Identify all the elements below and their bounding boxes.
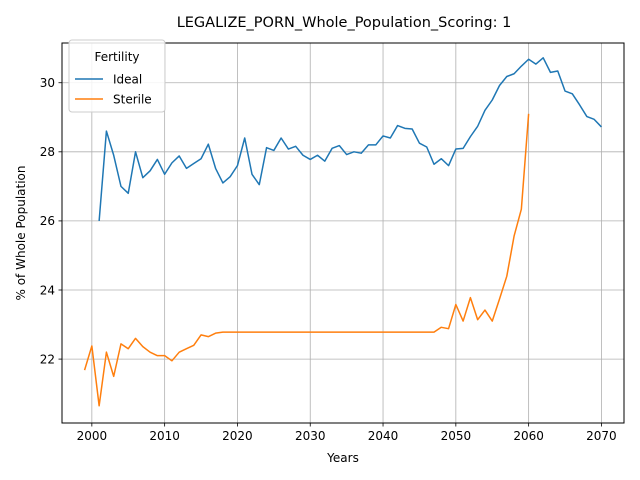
plot-frame xyxy=(61,42,625,424)
y-tick-label: 24 xyxy=(40,283,55,297)
x-tick-label: 2010 xyxy=(149,429,180,443)
x-tick-label: 2070 xyxy=(586,429,617,443)
series-lines xyxy=(83,57,602,407)
legend-title: Fertility xyxy=(94,50,139,64)
x-tick-label: 2000 xyxy=(77,429,108,443)
y-axis-ticks: 22 24 26 28 30 xyxy=(40,76,62,366)
y-tick-label: 30 xyxy=(40,76,55,90)
y-tick-label: 26 xyxy=(40,214,55,228)
y-axis-label: % of Whole Population xyxy=(14,166,28,301)
y-tick-label: 22 xyxy=(40,352,55,366)
series-line-sterile xyxy=(83,113,530,407)
x-tick-label: 2050 xyxy=(441,429,472,443)
y-tick-label: 28 xyxy=(40,145,55,159)
x-tick-label: 2020 xyxy=(222,429,253,443)
legend-label-sterile: Sterile xyxy=(113,92,152,106)
x-axis-ticks: 2000 2010 2020 2030 2040 2050 2060 2070 xyxy=(77,423,617,443)
legend-box xyxy=(68,39,166,113)
chart-title: LEGALIZE_PORN_Whole_Population_Scoring: … xyxy=(177,15,512,31)
legend: Fertility Ideal Sterile xyxy=(68,39,166,113)
x-tick-label: 2060 xyxy=(513,429,544,443)
series-line-ideal xyxy=(98,57,602,221)
x-tick-label: 2030 xyxy=(295,429,326,443)
legend-label-ideal: Ideal xyxy=(113,72,142,86)
legend-items: Ideal Sterile xyxy=(75,72,152,106)
x-axis-label: Years xyxy=(326,451,359,465)
x-tick-label: 2040 xyxy=(368,429,399,443)
grid-lines xyxy=(62,43,624,423)
